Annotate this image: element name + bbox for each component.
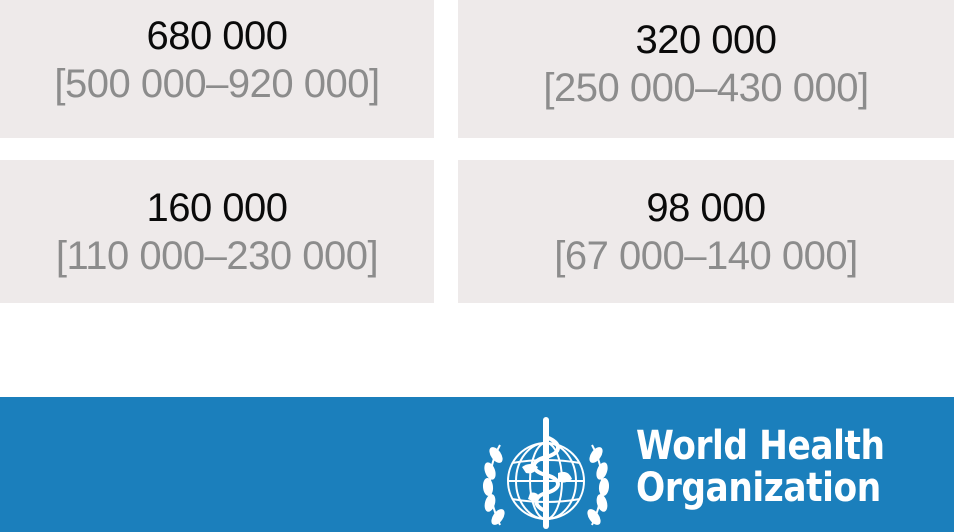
stat-box-4: 98 000 [67 000–140 000]: [458, 160, 954, 303]
who-emblem-icon: [482, 417, 610, 529]
stat-value: 160 000: [146, 185, 288, 230]
logo-line-1: World Health: [636, 423, 885, 469]
stat-range: [500 000–920 000]: [54, 62, 380, 106]
stat-range: [67 000–140 000]: [554, 233, 858, 278]
stat-range: [110 000–230 000]: [55, 233, 379, 278]
stat-box-1: 680 000 [500 000–920 000]: [0, 0, 434, 138]
stat-value: 98 000: [646, 185, 766, 230]
stat-range: [250 000–430 000]: [543, 66, 869, 110]
stat-box-2: 320 000 [250 000–430 000]: [458, 0, 954, 138]
logo-line-2: Organization: [636, 465, 881, 511]
stat-value: 680 000: [146, 14, 288, 58]
footer-band: [0, 397, 954, 532]
stat-box-3: 160 000 [110 000–230 000]: [0, 160, 434, 303]
who-wordmark: World Health Organization: [636, 425, 885, 509]
stat-value: 320 000: [635, 18, 777, 62]
